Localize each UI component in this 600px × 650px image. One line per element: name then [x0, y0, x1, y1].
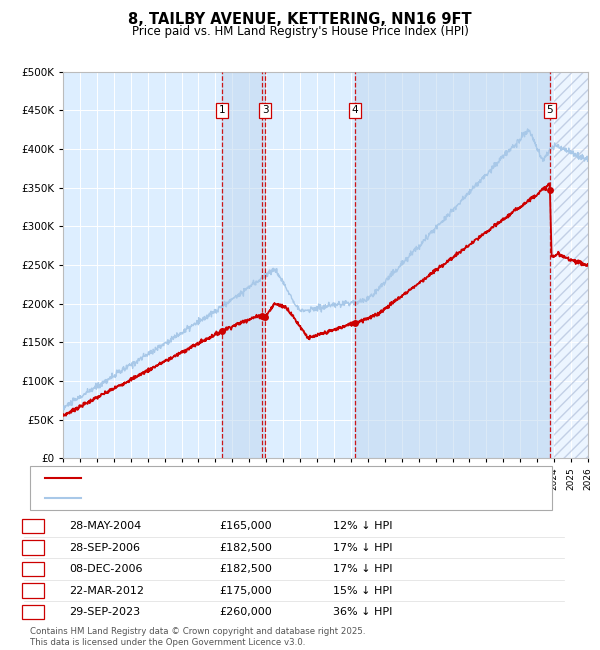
Text: 15% ↓ HPI: 15% ↓ HPI: [333, 586, 392, 595]
Text: £182,500: £182,500: [219, 564, 272, 574]
Text: 17% ↓ HPI: 17% ↓ HPI: [333, 564, 392, 574]
Bar: [554, 72, 588, 458]
Text: Price paid vs. HM Land Registry's House Price Index (HPI): Price paid vs. HM Land Registry's House …: [131, 25, 469, 38]
Text: 08-DEC-2006: 08-DEC-2006: [69, 564, 143, 574]
Text: £165,000: £165,000: [219, 521, 272, 531]
Text: 3: 3: [29, 564, 37, 574]
Text: £260,000: £260,000: [219, 607, 272, 617]
Text: 22-MAR-2012: 22-MAR-2012: [69, 586, 144, 595]
Text: 4: 4: [352, 105, 358, 115]
Text: 8, TAILBY AVENUE, KETTERING, NN16 9FT: 8, TAILBY AVENUE, KETTERING, NN16 9FT: [128, 12, 472, 27]
Text: 36% ↓ HPI: 36% ↓ HPI: [333, 607, 392, 617]
Text: 2: 2: [29, 543, 37, 552]
Text: HPI: Average price, detached house, North Northamptonshire: HPI: Average price, detached house, Nort…: [87, 493, 407, 503]
Bar: [355, 72, 550, 458]
Text: 1: 1: [219, 105, 226, 115]
Text: 8, TAILBY AVENUE, KETTERING, NN16 9FT (detached house): 8, TAILBY AVENUE, KETTERING, NN16 9FT (d…: [87, 473, 397, 484]
Text: 28-SEP-2006: 28-SEP-2006: [69, 543, 140, 552]
Text: 5: 5: [29, 607, 37, 617]
Bar: [223, 72, 265, 458]
Text: 3: 3: [262, 105, 268, 115]
Text: 17% ↓ HPI: 17% ↓ HPI: [333, 543, 392, 552]
Text: Contains HM Land Registry data © Crown copyright and database right 2025.
This d: Contains HM Land Registry data © Crown c…: [30, 627, 365, 647]
Text: 29-SEP-2023: 29-SEP-2023: [69, 607, 140, 617]
Text: 12% ↓ HPI: 12% ↓ HPI: [333, 521, 392, 531]
Text: 4: 4: [29, 586, 37, 595]
Bar: [554, 72, 588, 458]
Text: 28-MAY-2004: 28-MAY-2004: [69, 521, 141, 531]
Text: 5: 5: [547, 105, 553, 115]
Text: £182,500: £182,500: [219, 543, 272, 552]
Text: £175,000: £175,000: [219, 586, 272, 595]
Text: 1: 1: [29, 521, 37, 531]
